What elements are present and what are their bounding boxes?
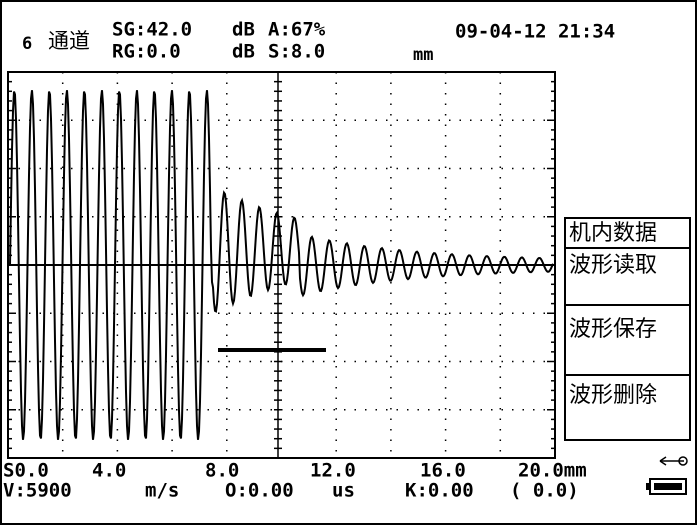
scale-label: 16.0 [420,460,466,482]
sg: SG:42.0 [112,19,192,41]
a-value: A:67% [268,19,326,41]
offset: O:0.00 [225,480,294,502]
menu-item[interactable]: 机内数据 [569,221,657,246]
rg: RG:0.0 [112,41,181,63]
s-value: S:8.0 [268,41,325,63]
s-unit: mm [413,45,433,65]
channel-number: 6 [22,34,32,54]
usb-icon [659,456,688,466]
menu-item[interactable]: 波形保存 [569,317,657,342]
rg-unit: dB [232,41,255,63]
scale-label: 20.0mm [518,460,587,482]
battery-icon [646,478,687,495]
offset-unit: us [332,480,355,502]
datetime: 09-04-12 21:34 [455,21,615,43]
scale-label: 8.0 [205,460,239,482]
k-value: K:0.00 [405,480,474,502]
waveform [9,90,554,440]
scale-label: 12.0 [310,460,356,482]
sg-unit: dB [232,19,255,41]
velocity-unit: m/s [145,480,179,502]
menu-item[interactable]: 波形读取 [569,253,657,278]
scale-label: 4.0 [92,460,126,482]
channel-label: 通道 [48,29,90,53]
velocity: V:5900 [3,480,72,502]
menu-box [564,217,691,441]
scale-label: S0.0 [3,460,49,482]
menu-item[interactable]: 波形删除 [569,383,657,408]
k-paren: ( 0.0) [510,480,579,502]
